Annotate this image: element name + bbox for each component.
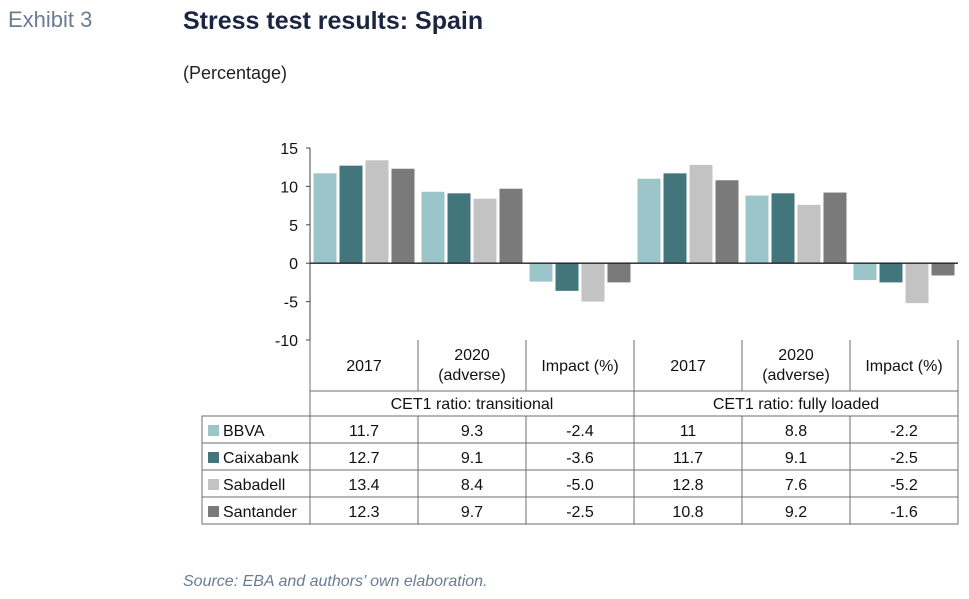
group-label: CET1 ratio: fully loaded xyxy=(713,396,879,413)
category-label: Impact (%) xyxy=(541,358,618,375)
bar-bbva xyxy=(637,178,661,264)
chart-title: Stress test results: Spain xyxy=(183,7,484,35)
category-label: 2017 xyxy=(346,358,382,375)
bar-bbva xyxy=(529,263,553,282)
exhibit-label: Exhibit 3 xyxy=(8,7,93,32)
data-label: -2.2 xyxy=(890,423,918,440)
bar-caixabank xyxy=(879,263,903,283)
legend-label: Santander xyxy=(223,504,298,521)
data-label: -2.4 xyxy=(566,423,594,440)
data-label: 12.7 xyxy=(348,450,379,467)
bar-santander xyxy=(391,168,415,264)
data-label: 9.2 xyxy=(785,504,807,521)
category-label: 2020 xyxy=(454,347,490,364)
data-label: 9.3 xyxy=(461,423,483,440)
bar-sabadell xyxy=(473,198,497,264)
bar-sabadell xyxy=(581,263,605,302)
data-label: -5.0 xyxy=(566,477,594,494)
data-label: -2.5 xyxy=(890,450,918,467)
y-tick-label: 15 xyxy=(280,141,298,158)
category-label: 2017 xyxy=(670,358,706,375)
y-tick-label: 5 xyxy=(289,218,298,235)
y-tick-label: 10 xyxy=(280,179,298,196)
bar-sabadell xyxy=(365,160,389,264)
bar-santander xyxy=(715,180,739,264)
data-label: -2.5 xyxy=(566,504,594,521)
y-tick-label: -5 xyxy=(284,295,298,312)
bar-caixabank xyxy=(663,173,687,264)
bar-caixabank xyxy=(339,165,363,264)
data-label: -5.2 xyxy=(890,477,918,494)
data-label: 8.8 xyxy=(785,423,807,440)
bar-sabadell xyxy=(689,164,713,264)
data-label: 12.3 xyxy=(348,504,379,521)
bar-sabadell xyxy=(797,204,821,264)
data-label: 9.1 xyxy=(461,450,483,467)
legend-label: Sabadell xyxy=(223,477,285,494)
data-label: 11 xyxy=(680,423,697,440)
data-label: -3.6 xyxy=(566,450,594,467)
legend-swatch xyxy=(208,479,219,490)
category-label: Impact (%) xyxy=(865,358,942,375)
bar-bbva xyxy=(313,173,337,264)
bar-santander xyxy=(931,263,955,276)
bar-caixabank xyxy=(447,193,471,264)
legend-swatch xyxy=(208,452,219,463)
bar-santander xyxy=(499,188,523,264)
bar-sabadell xyxy=(905,263,929,304)
data-label: 13.4 xyxy=(348,477,379,494)
category-label: 2020 xyxy=(778,347,814,364)
data-label: 11.7 xyxy=(349,423,379,440)
chart-subtitle: (Percentage) xyxy=(183,63,288,83)
legend-swatch xyxy=(208,506,219,517)
data-label: 9.1 xyxy=(785,450,807,467)
category-label: (adverse) xyxy=(762,367,830,384)
data-label: 7.6 xyxy=(785,477,807,494)
data-label: 9.7 xyxy=(461,504,483,521)
legend-swatch xyxy=(208,425,219,436)
source-note: Source: EBA and authors’ own elaboration… xyxy=(183,573,488,590)
category-label: (adverse) xyxy=(438,367,506,384)
bar-santander xyxy=(823,192,847,264)
y-tick-label: 0 xyxy=(289,256,298,273)
bar-santander xyxy=(607,263,631,283)
bar-caixabank xyxy=(555,263,579,291)
bar-bbva xyxy=(853,263,877,281)
data-label: 8.4 xyxy=(461,477,483,494)
data-label: 10.8 xyxy=(672,504,703,521)
y-tick-label: -10 xyxy=(275,333,298,350)
data-label: 12.8 xyxy=(672,477,703,494)
legend-label: Caixabank xyxy=(223,450,300,467)
legend-label: BBVA xyxy=(223,423,265,440)
bar-bbva xyxy=(745,195,769,264)
data-label: -1.6 xyxy=(890,504,918,521)
group-label: CET1 ratio: transitional xyxy=(391,396,554,413)
bar-caixabank xyxy=(771,193,795,264)
bar-bbva xyxy=(421,191,445,264)
data-label: 11.7 xyxy=(673,450,703,467)
